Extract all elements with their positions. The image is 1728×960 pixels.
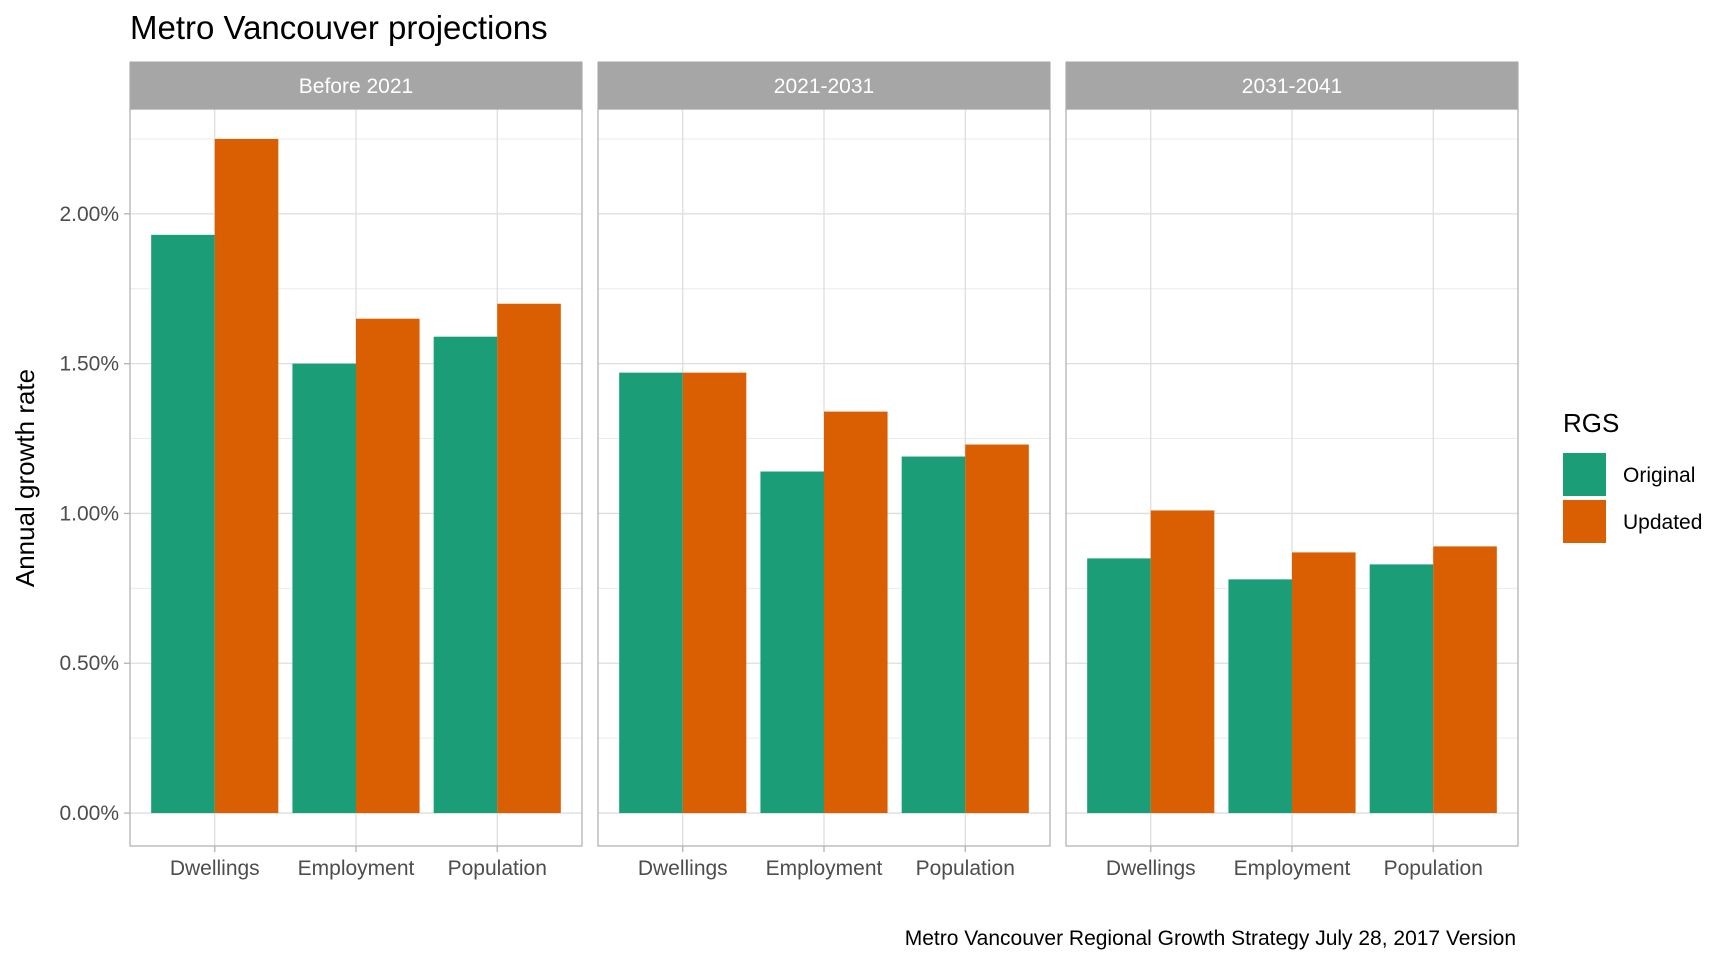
bar-updated [497, 303, 561, 814]
bar-original [619, 372, 683, 814]
x-tick-label: Population [448, 857, 547, 880]
chart-title: Metro Vancouver projections [130, 9, 548, 46]
facet-strip-label: 2031-2041 [1242, 75, 1342, 98]
bar-original [1369, 564, 1434, 814]
x-tick-label: Population [1384, 857, 1483, 880]
legend-label: Updated [1623, 511, 1702, 534]
legend: RGS Original Updated [1563, 408, 1702, 543]
facet-strip-label: Before 2021 [299, 75, 413, 98]
bar-updated [214, 138, 279, 814]
x-tick-label: Employment [766, 857, 883, 880]
bar-original [901, 456, 966, 814]
x-tick-label: Population [916, 857, 1015, 880]
bar-original [292, 363, 356, 814]
bar-original [433, 336, 498, 814]
y-tick-label: 2.00% [59, 203, 119, 226]
bar-original [760, 471, 824, 814]
y-tick-label: 1.00% [59, 502, 119, 525]
bar-updated [1292, 552, 1356, 814]
bar-updated [682, 372, 747, 814]
bar-updated [356, 318, 420, 814]
facet-panel: 2031-2041 Dwellings Employment Population [1065, 61, 1519, 880]
bar-updated [1433, 546, 1497, 814]
legend-label: Original [1623, 464, 1695, 487]
bar-updated [1150, 510, 1215, 814]
bar-original [151, 234, 215, 814]
x-tick-label: Dwellings [638, 857, 728, 880]
legend-key-original [1563, 453, 1606, 496]
legend-title: RGS [1563, 408, 1619, 438]
facet-strip [129, 61, 583, 110]
facet-panel: Before 2021 Dwellings Employment Population [129, 61, 583, 880]
y-axis: 0.00% 0.50% 1.00% 1.50% 2.00% [59, 203, 130, 825]
bar-updated [965, 444, 1029, 814]
facet-panel: 2021-2031 Dwellings Employment Population [597, 61, 1051, 880]
facet-strip [1065, 61, 1519, 110]
chart-caption: Metro Vancouver Regional Growth Strategy… [905, 927, 1516, 950]
bar-updated [824, 411, 888, 814]
x-tick-label: Employment [298, 857, 415, 880]
y-tick-label: 0.00% [59, 802, 119, 825]
facets: Before 2021 Dwellings Employment Population… [129, 61, 1519, 880]
x-tick-label: Dwellings [170, 857, 260, 880]
x-tick-label: Employment [1234, 857, 1351, 880]
bar-original [1228, 579, 1292, 814]
facet-strip [597, 61, 1051, 110]
legend-key-updated [1563, 500, 1606, 543]
y-tick-label: 0.50% [59, 652, 119, 675]
bar-original [1087, 558, 1151, 814]
x-tick-label: Dwellings [1106, 857, 1196, 880]
y-axis-title: Annual growth rate [10, 369, 40, 587]
y-tick-label: 1.50% [59, 353, 119, 376]
facet-strip-label: 2021-2031 [774, 75, 874, 98]
